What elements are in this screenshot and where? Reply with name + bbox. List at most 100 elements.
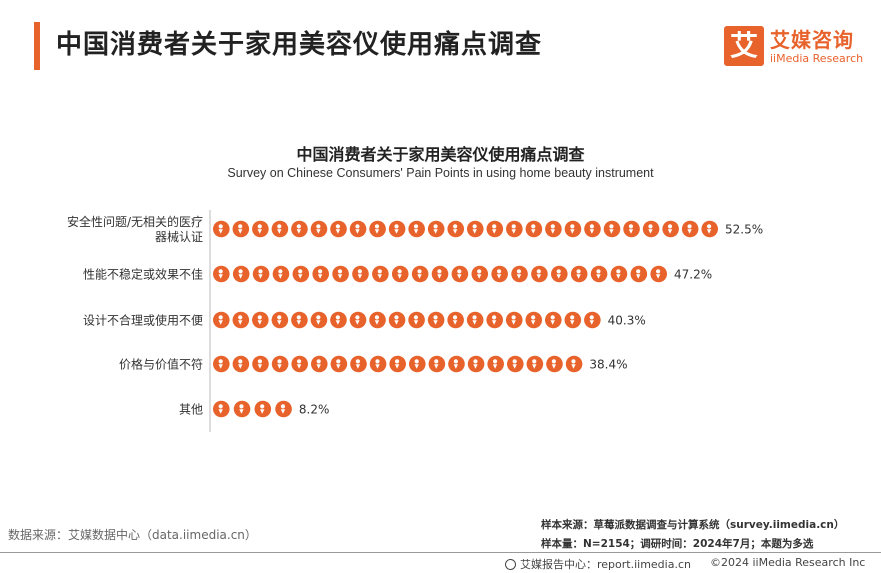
bar-icon — [505, 311, 523, 329]
bar-icon — [312, 265, 330, 283]
value-label: 38.4% — [589, 358, 627, 372]
bar-icon — [310, 220, 328, 238]
bar-icon — [408, 355, 426, 373]
bar-4 — [213, 400, 292, 418]
bar-icon — [272, 265, 290, 283]
bar-icon — [388, 220, 406, 238]
bar-icon — [486, 311, 504, 329]
bar-icon — [332, 265, 349, 283]
bar-icon — [252, 355, 269, 373]
bar-icon — [252, 265, 270, 283]
bar-icon — [232, 265, 250, 283]
bar-icon — [213, 400, 230, 418]
bar-icon — [232, 220, 250, 238]
logo-name-en: iiMedia Research — [770, 52, 864, 65]
footer-report-center: 艾媒报告中心：report.iimedia.cn — [505, 556, 691, 572]
page-title: 中国消费者关于家用美容仪使用痛点调查 — [56, 30, 543, 60]
bar-1 — [213, 265, 668, 283]
bar-icon — [391, 265, 409, 283]
bar-icon — [551, 265, 568, 283]
bar-icon — [291, 355, 308, 373]
bar-icon — [310, 355, 328, 373]
bar-icon — [650, 265, 668, 283]
bar-icon — [428, 355, 446, 373]
bar-icon — [506, 220, 523, 238]
bar-icon — [310, 311, 328, 329]
bar-icon — [531, 265, 548, 283]
bar-icon — [388, 311, 406, 329]
category-label: 其他 — [179, 403, 203, 417]
bar-icon — [546, 355, 563, 373]
bar-icon — [389, 355, 406, 373]
bar-icon — [372, 265, 389, 283]
category-label: 器械认证 — [155, 229, 203, 244]
bar-icon — [213, 220, 230, 238]
value-label: 40.3% — [608, 314, 646, 328]
bar-icon — [491, 265, 508, 283]
value-label: 52.5% — [725, 223, 763, 237]
bar-icon — [330, 311, 347, 329]
bar-icon — [254, 400, 272, 418]
bar-icon — [213, 355, 230, 373]
bar-icon — [369, 355, 387, 373]
category-label: 设计不合理或使用不便 — [83, 313, 203, 328]
bar-icon — [447, 220, 465, 238]
bar-icon — [431, 265, 449, 283]
bar-3 — [213, 355, 583, 373]
bar-icon — [448, 355, 465, 373]
bar-icon — [570, 265, 588, 283]
footer-divider — [0, 552, 881, 553]
bar-icon — [350, 355, 367, 373]
bar-icon — [584, 311, 601, 329]
bar-icon — [408, 311, 425, 329]
bar-icon — [349, 220, 367, 238]
bar-icon — [291, 311, 308, 329]
bar-icon — [271, 311, 289, 329]
logo-mark: 艾 — [724, 26, 764, 66]
bar-icon — [526, 355, 544, 373]
bar-icon — [610, 265, 628, 283]
bar-icon — [544, 311, 562, 329]
bar-icon — [451, 265, 469, 283]
bar-icon — [352, 265, 369, 283]
bar-icon — [369, 311, 386, 329]
logo: 艾 艾媒咨询 iiMedia Research — [724, 22, 874, 70]
bar-icon — [603, 220, 621, 238]
bar-icon — [525, 220, 543, 238]
bar-icon — [213, 311, 230, 329]
bar-icon — [466, 311, 484, 329]
data-source: 数据来源：艾媒数据中心（data.iimedia.cn） — [8, 528, 257, 542]
bar-icon — [487, 355, 504, 373]
bar-icon — [271, 220, 289, 238]
bar-icon — [662, 220, 679, 238]
bar-icon — [349, 311, 367, 329]
bar-icon — [565, 355, 583, 373]
bar-icon — [511, 265, 528, 283]
bar-icon — [447, 311, 464, 329]
footer-copyright: ©2024 iiMedia Research Inc — [710, 556, 866, 569]
logo-name-cn: 艾媒咨询 — [770, 28, 854, 52]
bar-icon — [411, 265, 429, 283]
bar-icon — [213, 265, 230, 283]
value-label: 8.2% — [299, 403, 330, 417]
bar-icon — [623, 220, 640, 238]
bar-icon — [466, 220, 484, 238]
chart-subtitle: Survey on Chinese Consumers' Pain Points… — [227, 166, 654, 180]
bar-icon — [292, 265, 310, 283]
bar-icon — [252, 311, 269, 329]
bar-icon — [330, 355, 348, 373]
sample-source: 样本来源：草莓派数据调查与计算系统（survey.iimedia.cn） — [541, 519, 845, 531]
bar-icon — [369, 220, 386, 238]
bar-icon — [275, 400, 292, 418]
bar-icon — [291, 220, 308, 238]
bar-icon — [564, 311, 582, 329]
bar-icon — [642, 220, 660, 238]
bar-icon — [471, 265, 489, 283]
footer-left-text: 艾媒报告中心：report.iimedia.cn — [520, 558, 691, 571]
bar-icon — [252, 220, 269, 238]
bar-icon — [467, 355, 485, 373]
bar-icon — [271, 355, 289, 373]
bar-icon — [232, 311, 250, 329]
bar-icon — [233, 400, 251, 418]
